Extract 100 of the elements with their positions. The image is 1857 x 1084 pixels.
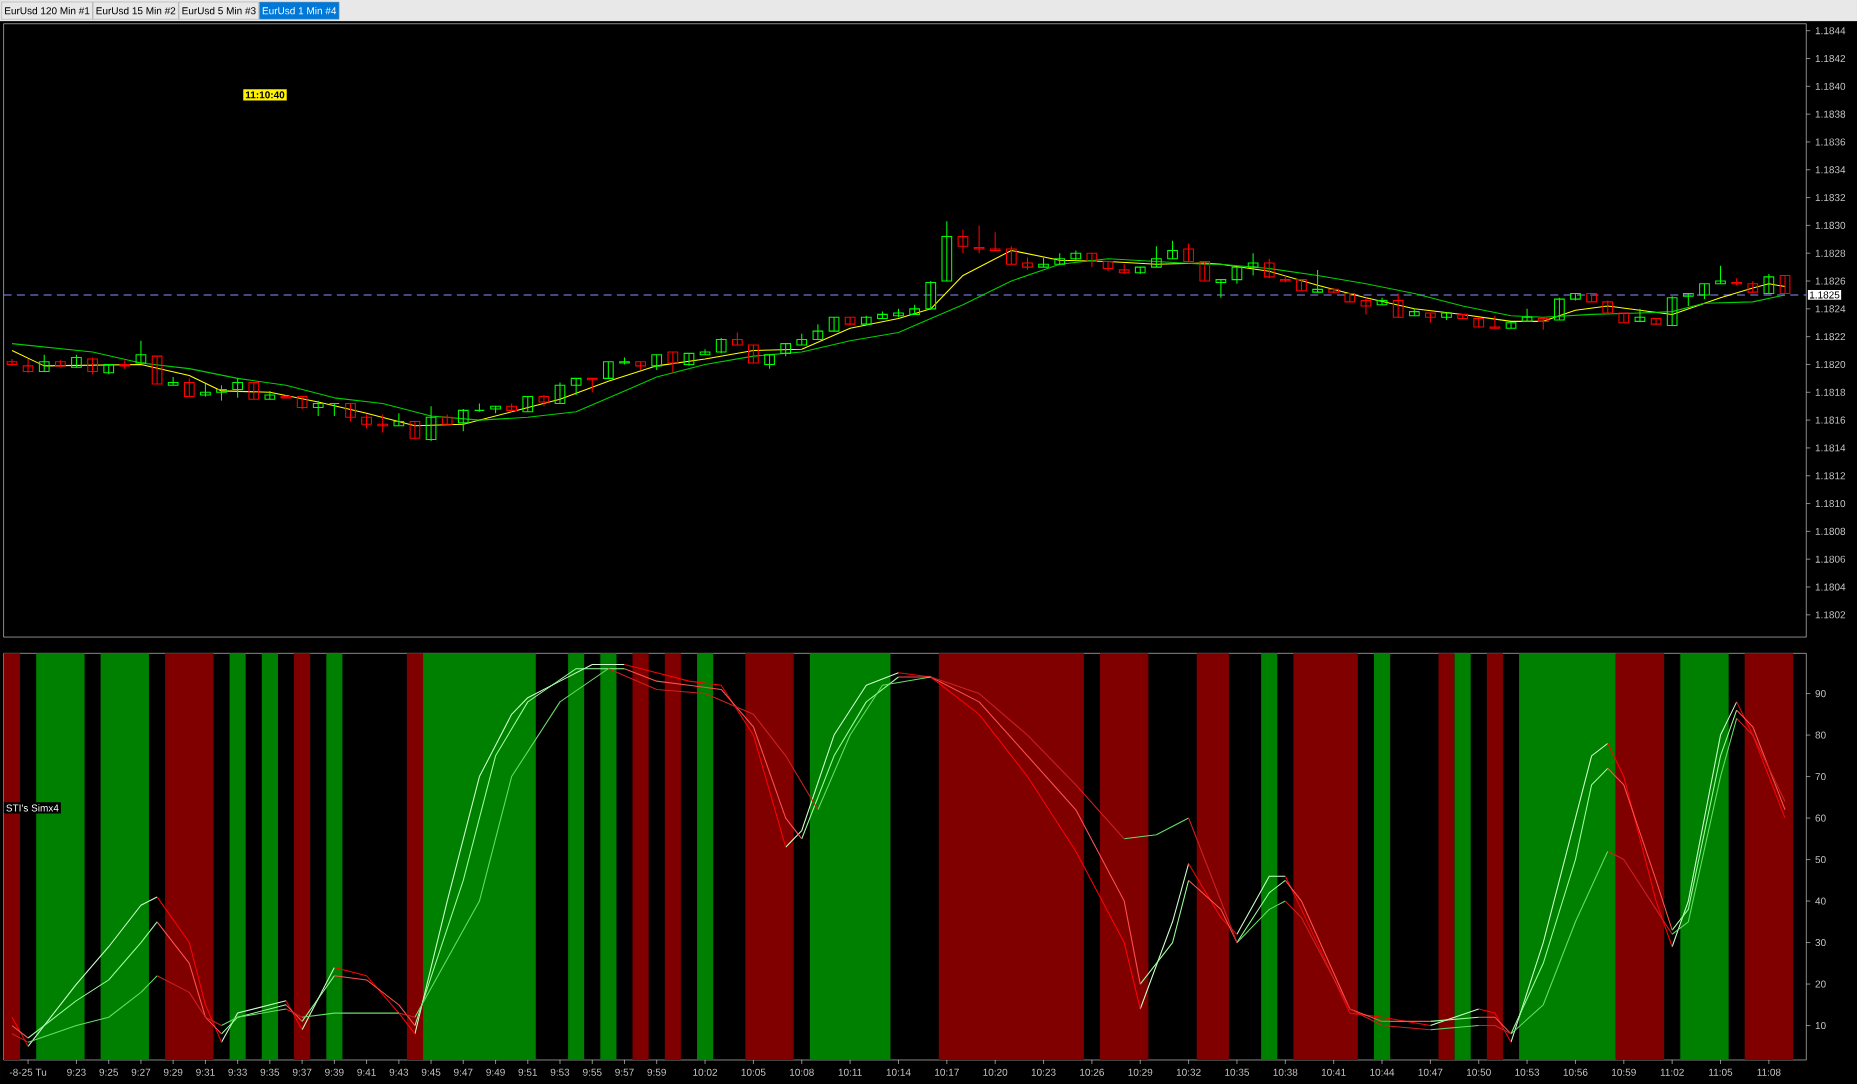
y-tick-label: 90 — [1815, 690, 1826, 698]
y-tick-label: 1.1836 — [1815, 138, 1846, 146]
x-tick-label: 10:11 — [838, 1068, 862, 1076]
text: EurUsd 15 Min #2 — [96, 7, 176, 15]
candlestick — [1521, 308, 1533, 322]
candlestick — [377, 414, 389, 434]
x-tick-label: 9:47 — [454, 1068, 473, 1076]
x-tick-label: 9:49 — [486, 1068, 505, 1076]
x-tick-label: 9:37 — [292, 1068, 312, 1076]
x-tick-label: 9:31 — [196, 1068, 215, 1076]
candlestick — [328, 402, 340, 417]
candlestick — [1086, 252, 1098, 268]
x-tick-label: 10:38 — [1273, 1068, 1298, 1076]
x-tick-label: 9:25 — [99, 1068, 119, 1076]
candlestick — [538, 394, 550, 407]
candlestick — [1263, 258, 1275, 279]
candlestick — [667, 351, 679, 374]
x-tick-label: 10:08 — [790, 1068, 814, 1076]
candlestick — [1763, 273, 1775, 295]
y-tick-label: 1.1838 — [1815, 110, 1846, 118]
candlestick — [554, 382, 566, 404]
x-tick-label: 11:02 — [1660, 1068, 1684, 1076]
candlestick — [1489, 315, 1501, 329]
candlestick — [1183, 242, 1194, 263]
y-tick-label: 1.1816 — [1815, 416, 1846, 424]
x-tick-label: 9:41 — [357, 1068, 376, 1076]
y-tick-label: 10 — [1815, 1022, 1826, 1030]
candlestick — [167, 376, 179, 386]
x-tick-label: -8-25 Tu — [9, 1068, 47, 1076]
candlestick — [151, 355, 163, 385]
candlestick — [844, 316, 856, 325]
line-series — [1510, 850, 1609, 1035]
line-series — [1607, 850, 1673, 935]
y-tick-label: 1.1820 — [1815, 360, 1846, 369]
line-series — [27, 896, 158, 1047]
line-series — [1284, 900, 1431, 1031]
candlestick — [570, 377, 582, 396]
y-tick-label: 1.1818 — [1815, 388, 1846, 396]
y-tick-label: 1.1842 — [1815, 54, 1846, 63]
x-tick-label: 10:50 — [1466, 1068, 1491, 1076]
candlestick — [1151, 245, 1162, 268]
line-series — [156, 896, 223, 1043]
y-tick-label: 1.1802 — [1815, 611, 1846, 619]
candlestick — [1779, 274, 1791, 295]
candlestick — [1199, 261, 1211, 282]
y-tick-label: 1.1844 — [1815, 27, 1846, 35]
line-series — [333, 966, 416, 1035]
y-tick-label: 50 — [1815, 856, 1826, 864]
candlestick — [973, 224, 985, 254]
y-tick-label: 20 — [1815, 980, 1826, 988]
line-series — [801, 676, 900, 840]
candlestick — [941, 220, 953, 282]
candlestick — [457, 408, 469, 432]
line-series — [333, 975, 416, 1027]
candlestick — [683, 352, 695, 367]
x-tick-label: 9:53 — [550, 1068, 570, 1076]
x-tick-label: 10:59 — [1612, 1068, 1636, 1076]
y-tick-label: 40 — [1815, 897, 1826, 905]
y-tick-label: 1.1828 — [1815, 249, 1846, 257]
y-tick-label: 1.1834 — [1815, 166, 1846, 174]
y-tick-label: 60 — [1815, 814, 1826, 822]
candlestick — [1312, 269, 1323, 293]
x-tick-label: 9:55 — [583, 1068, 602, 1076]
candlestick — [135, 340, 147, 364]
x-tick-label: 10:02 — [693, 1068, 718, 1076]
y-tick-label: 30 — [1815, 939, 1826, 947]
y-tick-label: 1.1822 — [1815, 333, 1846, 341]
x-tick-label: 10:23 — [1031, 1068, 1056, 1076]
x-tick-label: 10:41 — [1321, 1068, 1346, 1076]
candlestick — [1715, 265, 1726, 285]
candlestick — [1650, 318, 1662, 325]
candlestick — [1376, 297, 1388, 306]
x-tick-label: 11:08 — [1757, 1068, 1781, 1076]
x-tick-label: 9:51 — [518, 1068, 538, 1076]
candlestick — [232, 377, 244, 399]
line-series — [607, 668, 819, 811]
candlestick — [925, 280, 937, 310]
line-series — [785, 672, 900, 848]
x-tick-label: 10:20 — [983, 1068, 1008, 1076]
x-tick-label: 10:05 — [741, 1068, 766, 1076]
y-tick-label: 80 — [1815, 731, 1826, 739]
x-tick-label: 10:14 — [886, 1068, 911, 1076]
x-tick-label: 10:44 — [1370, 1068, 1395, 1076]
x-tick-label: 9:39 — [325, 1068, 344, 1076]
x-tick-label: 10:26 — [1080, 1068, 1104, 1076]
candlestick — [812, 323, 824, 340]
candlestick — [183, 377, 195, 397]
line-series — [156, 975, 223, 1027]
y-tick-label: 1.1840 — [1815, 82, 1846, 90]
line-series — [27, 975, 158, 1043]
candlestick — [1554, 297, 1565, 321]
x-tick-label: 9:43 — [389, 1068, 409, 1076]
candlestick — [989, 231, 1001, 251]
candlestick — [425, 405, 437, 442]
candlestick — [6, 358, 18, 367]
x-tick-label: 10:32 — [1176, 1068, 1201, 1076]
x-tick-label: 10:17 — [935, 1068, 959, 1076]
line-series — [1607, 742, 1673, 948]
candlestick — [1360, 297, 1372, 315]
candlestick — [1167, 240, 1178, 260]
